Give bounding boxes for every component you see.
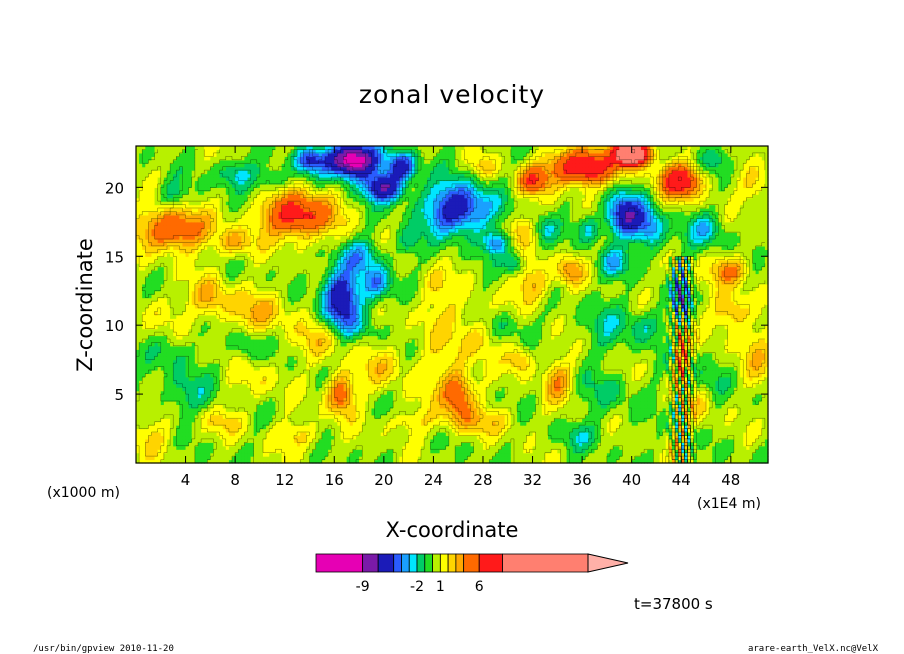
- chart-title: zonal velocity: [359, 80, 545, 109]
- velocity-field: [136, 146, 769, 464]
